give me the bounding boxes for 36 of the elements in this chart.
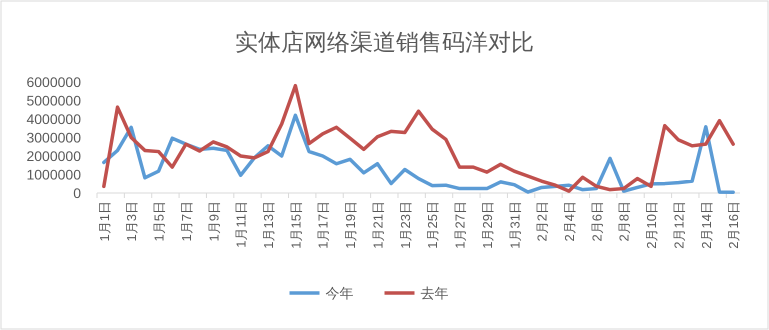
x-tick-label: 2月14日 [698, 201, 714, 249]
y-tick-label: 4000000 [26, 110, 82, 127]
x-tick-label: 1月7日 [178, 201, 194, 242]
y-tick-label: 0 [73, 184, 82, 201]
legend-label: 去年 [420, 284, 448, 301]
x-tick-label: 1月15日 [288, 201, 304, 249]
x-tick-label: 2月10日 [644, 201, 660, 249]
x-tick-label: 1月23日 [398, 201, 413, 249]
x-tick-label: 2月2日 [534, 201, 550, 242]
y-tick-label: 1000000 [26, 166, 82, 182]
x-tick-label: 1月19日 [343, 201, 358, 249]
line-series [102, 114, 735, 194]
x-tick-label: 1月21日 [370, 201, 386, 249]
x-tick-label: 2月8日 [616, 201, 632, 242]
x-tick-label: 1月17日 [316, 201, 331, 249]
x-tick-label: 2月4日 [562, 201, 577, 242]
y-tick-label: 6000000 [26, 74, 82, 90]
x-tick-label: 1月5日 [152, 201, 167, 242]
y-tick-label: 3000000 [26, 129, 82, 146]
x-tick-label: 2月12日 [671, 201, 686, 249]
x-tick-label: 1月1日 [96, 201, 112, 242]
x-tick-label: 2月16日 [726, 201, 742, 249]
y-tick-label: 5000000 [26, 92, 82, 108]
x-tick-label: 1月9日 [206, 201, 222, 242]
x-tick-label: 1月27日 [452, 201, 468, 249]
x-tick-label: 1月25日 [425, 201, 440, 249]
x-tick-label: 2月6日 [589, 201, 604, 242]
line-series [102, 84, 735, 193]
x-tick-label: 1月29日 [480, 201, 495, 249]
x-tick-label: 1月3日 [124, 201, 140, 242]
legend-label: 今年 [326, 284, 354, 301]
x-tick-label: 1月13日 [261, 201, 276, 249]
x-tick-label: 1月31日 [507, 201, 522, 249]
chart-title: 实体店网络渠道销售码洋对比 [235, 30, 534, 56]
y-tick-label: 2000000 [26, 148, 82, 164]
x-tick-label: 1月11日 [234, 201, 249, 248]
